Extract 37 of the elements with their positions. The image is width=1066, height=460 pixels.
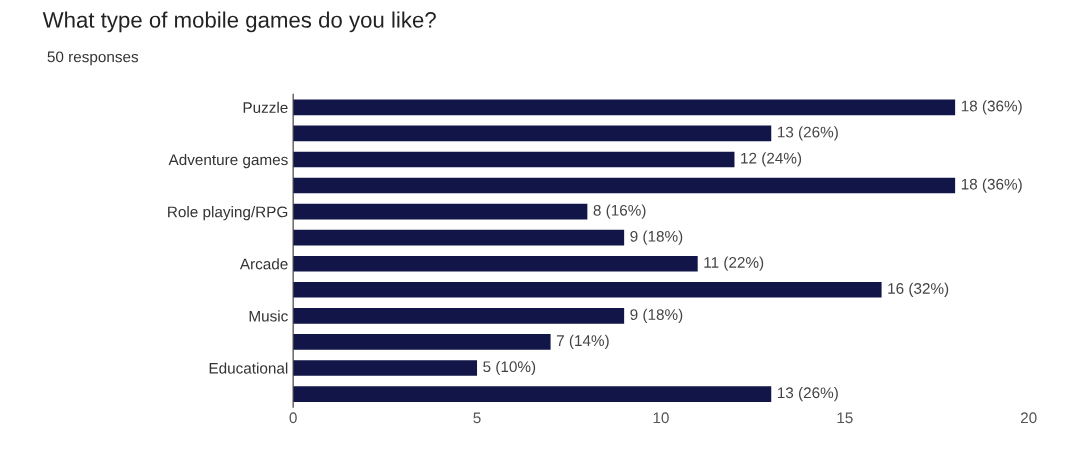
x-tick-label: 5 [473,412,481,424]
chart-title: What type of mobile games do you like? [42,11,436,33]
bar [293,360,478,376]
data-label: 7 (14%) [556,334,609,350]
bar [293,177,956,194]
bar [293,386,772,402]
data-label: 13 (26%) [777,386,838,402]
x-tick-label: 15 [837,412,853,424]
text: 50 responses [47,51,139,66]
x-tick-label: 20 [1020,412,1037,424]
data-label: 12 (24%) [741,152,802,167]
bar [293,99,956,116]
bar [293,151,735,168]
data-label: 9 (18%) [630,308,683,323]
y-tick-label: Role playing/RPG [168,206,288,221]
data-label: 18 (36%) [961,178,1022,193]
data-label: 8 (16%) [593,204,646,219]
data-label: 16 (32%) [888,282,949,297]
bar [293,255,698,272]
y-tick-label: Adventure games [168,153,288,169]
data-label: 18 (36%) [961,100,1022,115]
bar [293,334,551,350]
data-label: 9 (18%) [630,230,683,245]
bar [293,125,772,142]
y-tick-label: Educational [209,362,288,374]
y-tick-label: Arcade [239,258,288,270]
y-tick-label: Puzzle [243,101,288,114]
x-tick-label: 0 [289,412,297,424]
x-tick-label: 10 [653,412,669,424]
data-label: 11 (22%) [704,256,764,271]
bar [293,308,625,324]
bar [293,203,588,220]
y-tick-label: Music [249,310,288,322]
data-label: 5 (10%) [483,360,536,376]
bar [293,281,882,298]
bar [293,229,625,246]
data-label: 13 (26%) [777,126,838,141]
